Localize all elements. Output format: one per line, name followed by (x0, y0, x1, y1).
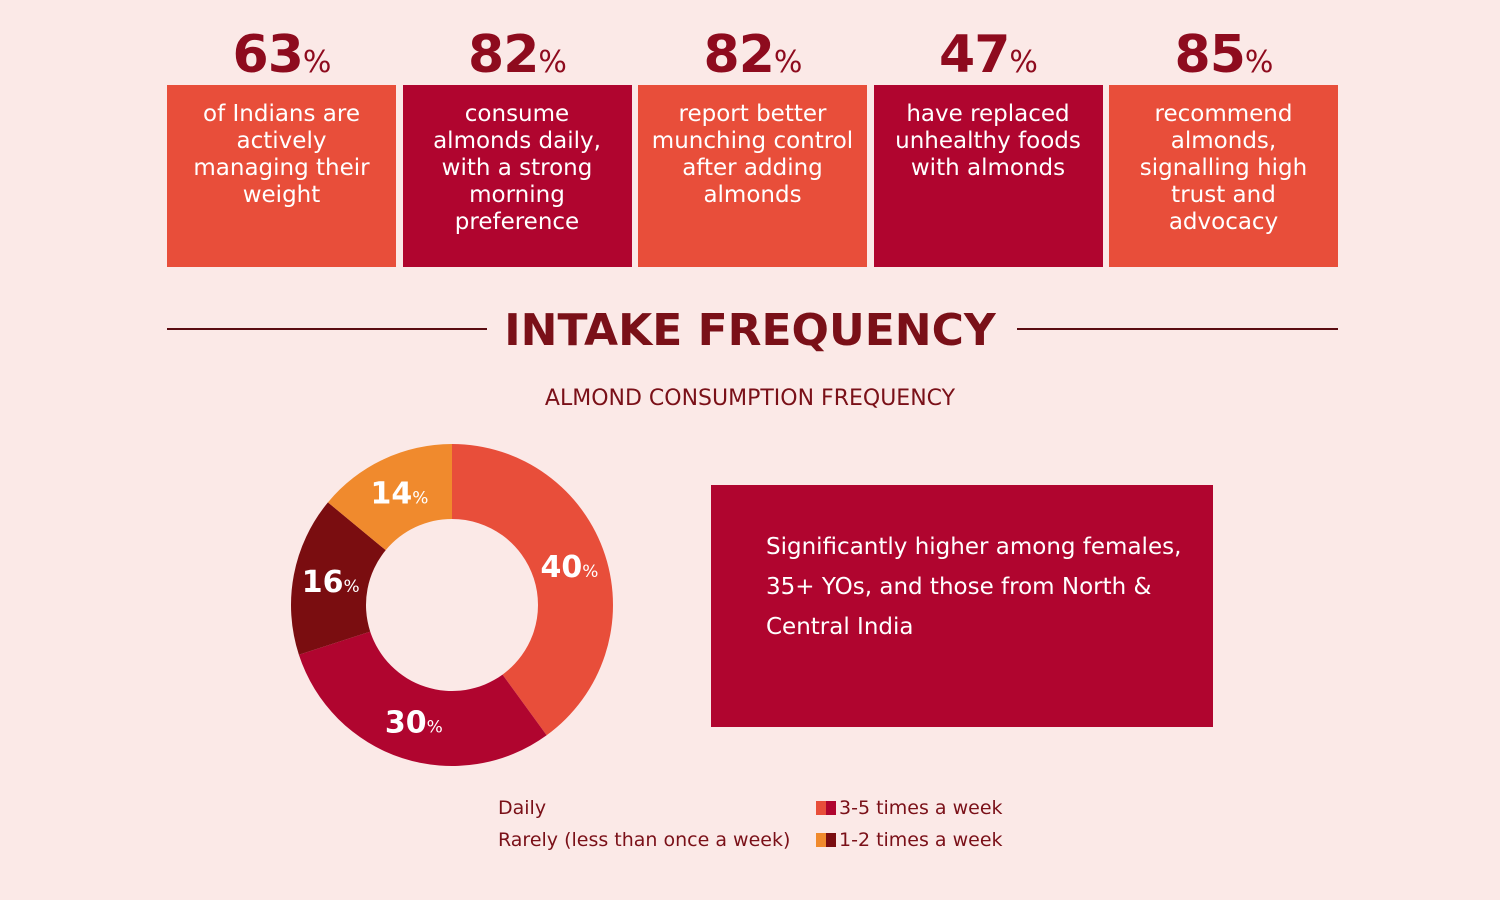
stat-number: 63 (232, 25, 304, 85)
stat-unit: % (1244, 45, 1273, 80)
stat-number: 82 (468, 25, 539, 85)
donut-slice (327, 444, 452, 551)
legend-label: 1-2 times a week (839, 829, 1003, 851)
legend-3-5: 3-5 times a week (816, 797, 1003, 819)
stat-text: of Indians are actively managing their w… (167, 85, 396, 267)
stat-value: 47% (874, 25, 1103, 85)
stat-card: 85% recommend almonds, signalling high tr… (1109, 25, 1338, 267)
stat-value: 85% (1109, 25, 1338, 85)
stat-value: 82% (403, 25, 632, 85)
donut-slice (298, 631, 547, 766)
stat-number: 47 (939, 25, 1010, 85)
legend-daily: Daily (498, 797, 546, 819)
stat-unit: % (302, 45, 331, 80)
donut-slice (291, 502, 386, 655)
stat-unit: % (538, 45, 566, 80)
stat-unit: % (1009, 45, 1037, 80)
title-rule-left (167, 328, 487, 330)
legend-label: Rarely (less than once a week) (498, 829, 791, 851)
legend-swatch (816, 833, 826, 847)
legend-label: Daily (498, 797, 547, 819)
stat-card: 82% report better munching control after … (638, 25, 867, 267)
stat-unit: % (773, 45, 802, 80)
data-label: 30% (385, 705, 443, 740)
stat-number: 82 (703, 25, 775, 85)
data-label: 16% (302, 565, 360, 600)
stat-value: 82% (638, 25, 867, 85)
stat-text: report better munching control after add… (638, 85, 867, 267)
stat-number: 85 (1174, 25, 1246, 85)
stat-text: have replaced unhealthy foods with almon… (873, 85, 1103, 267)
legend-1-2: 1-2 times a week (816, 829, 1003, 851)
stat-value: 63% (167, 25, 396, 85)
data-label: 14% (370, 476, 428, 511)
title-rule-right (1017, 328, 1338, 330)
donut-slice (452, 444, 613, 736)
section-title: INTAKE FREQUENCY (504, 305, 996, 356)
chart-title: ALMOND CONSUMPTION FREQUENCY (544, 386, 956, 411)
stat-text: recommend almonds, signalling high trust… (1109, 85, 1338, 267)
legend-swatch (826, 801, 836, 815)
stat-card: 82% consume almonds daily, with a strong … (402, 25, 632, 267)
legend-swatch (816, 801, 826, 815)
stat-card: 63% of Indians are actively managing thei… (167, 25, 396, 267)
legend-rarely: Rarely (less than once a week) (498, 829, 790, 851)
legend-label: 3-5 times a week (839, 797, 1003, 819)
data-label: 40% (541, 550, 599, 585)
legend-swatch (826, 833, 836, 847)
stat-card: 47% have replaced unhealthy foods with al… (873, 25, 1103, 267)
note-box: Significantly higher among females, 35+ … (711, 485, 1213, 727)
stat-text: consume almonds daily, with a strong mor… (402, 85, 632, 267)
